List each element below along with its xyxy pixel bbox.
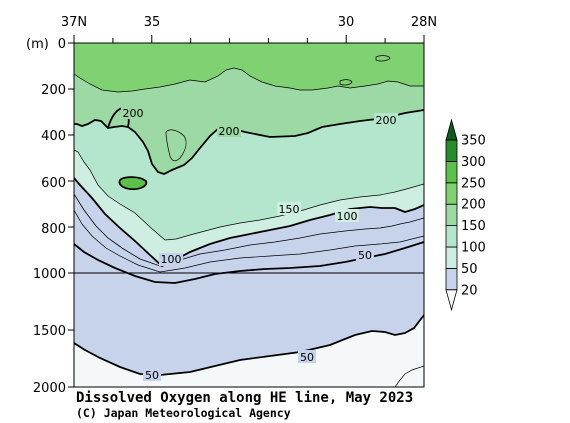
colorbar-swatch bbox=[445, 160, 458, 184]
contour-label-bg bbox=[374, 113, 398, 126]
colorbar-label-50: 50 bbox=[461, 262, 478, 277]
colorbar-label-350: 350 bbox=[461, 134, 486, 149]
colorbar-swatch bbox=[445, 182, 458, 205]
plot-frame bbox=[73, 42, 425, 388]
y-tick-label-2000: 2000 bbox=[33, 381, 66, 396]
contour-label-200-a: 200 bbox=[123, 107, 144, 120]
contour-label-bg bbox=[217, 124, 241, 137]
contour-label-150: 150 bbox=[279, 203, 300, 216]
x-tick-label-35: 35 bbox=[144, 15, 161, 30]
colorbar-label-100: 100 bbox=[461, 241, 486, 256]
y-tick-label-800: 800 bbox=[41, 222, 66, 237]
contour-line-thin-upper bbox=[74, 67, 424, 93]
contour-label-200-b: 200 bbox=[219, 125, 240, 138]
contour-label-50-a: 50 bbox=[358, 249, 372, 262]
band-250-to-300 bbox=[74, 43, 424, 92]
contour-line-thin-mid bbox=[74, 149, 424, 241]
contour-line-thin-inner-loop bbox=[165, 129, 187, 162]
y-tick-label-600: 600 bbox=[41, 176, 66, 191]
contour-label-bg bbox=[298, 350, 316, 363]
chart-title: Dissolved Oxygen along HE line, May 2023 bbox=[76, 390, 413, 406]
colorbar-high-triangle bbox=[445, 118, 458, 141]
contour-line-thin-small-loop bbox=[339, 79, 353, 86]
x-tick-label-28n: 28N bbox=[411, 15, 437, 30]
colorbar-label-250: 250 bbox=[461, 176, 486, 191]
chart-credit: (C) Japan Meteorological Agency bbox=[76, 406, 291, 420]
contour-label-bg bbox=[159, 253, 183, 266]
axis-ticks bbox=[68, 35, 425, 388]
colorbar: 20 50 100 150 200 250 300 350 bbox=[445, 118, 486, 312]
contour-label-bg bbox=[121, 106, 145, 119]
y-tick-label-200: 200 bbox=[41, 83, 66, 98]
y-tick-label-400: 400 bbox=[41, 129, 66, 144]
x-tick-label-37n: 37N bbox=[61, 15, 87, 30]
contour-line-thin-lower bbox=[74, 209, 424, 273]
contour-label-50-c: 50 bbox=[145, 369, 159, 382]
contour-line-50-deep bbox=[74, 314, 424, 376]
depth-unit-label: (m) bbox=[26, 37, 49, 52]
colorbar-swatch bbox=[445, 203, 458, 226]
band-300-to-350-pocket bbox=[119, 177, 147, 190]
contour-fills bbox=[74, 43, 424, 387]
contour-label-bg bbox=[356, 248, 374, 261]
contour-line-150 bbox=[74, 177, 424, 268]
colorbar-swatch bbox=[445, 246, 458, 269]
contour-label-bg bbox=[335, 209, 359, 222]
y-tick-label-0: 0 bbox=[58, 37, 66, 52]
contour-labels: 200 200 200 150 100 100 50 50 50 bbox=[121, 106, 398, 382]
x-tick-label-30: 30 bbox=[338, 15, 355, 30]
contour-line-thin-small-loop-2 bbox=[375, 55, 391, 62]
contour-label-200-c: 200 bbox=[376, 114, 397, 127]
colorbar-low-triangle bbox=[445, 289, 458, 312]
contour-label-100-a: 100 bbox=[337, 210, 358, 223]
contour-label-bg bbox=[277, 202, 301, 215]
colorbar-swatch bbox=[445, 139, 458, 162]
contour-line-thin-deep bbox=[394, 365, 424, 387]
y-tick-label-1000: 1000 bbox=[33, 267, 66, 282]
y-tick-label-1500: 1500 bbox=[33, 324, 66, 339]
colorbar-label-300: 300 bbox=[461, 155, 486, 170]
contour-line-200 bbox=[74, 109, 424, 175]
colorbar-label-20: 20 bbox=[461, 283, 478, 298]
contour-label-bg bbox=[143, 368, 161, 381]
colorbar-swatch bbox=[445, 267, 458, 291]
colorbar-label-200: 200 bbox=[461, 198, 486, 213]
contour-label-100-b: 100 bbox=[161, 253, 182, 266]
colorbar-label-150: 150 bbox=[461, 219, 486, 234]
colorbar-swatch bbox=[445, 225, 458, 248]
contour-label-50-b: 50 bbox=[300, 351, 314, 364]
contour-line-100 bbox=[74, 193, 424, 267]
contour-line-pocket bbox=[118, 176, 148, 191]
